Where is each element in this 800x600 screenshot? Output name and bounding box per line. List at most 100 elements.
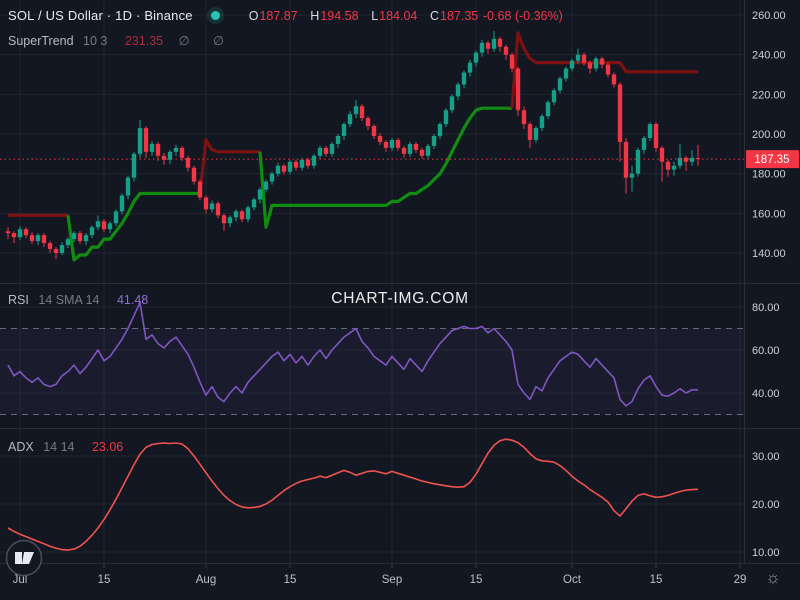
supertrend-legend[interactable]: SuperTrend 10 3 231.35 ∅ ∅: [8, 33, 234, 48]
supertrend-empty-values: ∅ ∅: [178, 34, 234, 48]
candle-body: [197, 181, 203, 198]
candle-body: [401, 147, 407, 154]
candle-body: [89, 227, 95, 236]
value-axis-label: 160.00: [752, 208, 786, 220]
candle-body: [83, 235, 89, 242]
value-axis-label: 10.00: [752, 547, 780, 559]
rsi-params: 14 SMA 14: [38, 293, 100, 307]
time-axis-label: 15: [650, 574, 663, 586]
candle-body: [185, 157, 191, 168]
candle-body: [635, 149, 641, 174]
candle-body: [431, 135, 437, 146]
candle-body: [653, 124, 659, 148]
ohlc-readout: O187.87 H194.58 L184.04 C187.35 -0.68 (-…: [240, 8, 563, 23]
candle-body: [323, 147, 329, 154]
candle-body: [641, 137, 647, 150]
candle-body: [77, 233, 83, 242]
candle-body: [419, 149, 425, 156]
candle-body: [131, 153, 137, 178]
high-value: 194.58: [320, 9, 359, 23]
time-axis-label: Jul: [13, 574, 28, 586]
value-axis-label: 200.00: [752, 129, 786, 141]
supertrend-line-up: [66, 191, 200, 262]
candle-body: [371, 126, 377, 136]
candle-body: [689, 157, 695, 162]
candle-body: [209, 203, 215, 210]
value-axis-label: 220.00: [752, 89, 786, 101]
price-axis[interactable]: [745, 0, 800, 564]
candle-body: [101, 221, 107, 230]
candle-body: [557, 78, 563, 91]
candle-body: [647, 124, 653, 138]
candle-body: [683, 157, 689, 162]
candle-body: [119, 195, 125, 212]
value-axis-label: 40.00: [752, 388, 780, 400]
candle-body: [503, 46, 509, 55]
candle-body: [545, 102, 551, 117]
time-axis[interactable]: [0, 564, 800, 600]
symbol-title[interactable]: SOL / US Dollar · 1D · Binance: [8, 8, 193, 23]
adx-name: ADX: [8, 440, 34, 454]
candle-body: [605, 64, 611, 75]
rsi-line: [7, 301, 698, 407]
candle-body: [5, 231, 11, 234]
time-axis-label: Sep: [382, 574, 402, 586]
price-tag: [746, 150, 799, 169]
tradingview-logo-seven: [22, 552, 34, 564]
candle-body: [191, 167, 197, 182]
time-axis-label: Aug: [196, 574, 216, 586]
rsi-value: 41.48: [116, 293, 149, 307]
candle-body: [341, 124, 347, 136]
adx-line: [7, 438, 699, 551]
candle-body: [407, 143, 413, 154]
value-axis-label: 20.00: [752, 499, 780, 511]
candle-body: [491, 38, 497, 49]
candle-body: [359, 106, 365, 119]
candle-body: [233, 211, 239, 218]
candle-body: [695, 158, 701, 160]
candle-body: [293, 161, 299, 168]
candle-body: [473, 52, 479, 63]
candle-body: [515, 68, 521, 111]
candle-body: [617, 84, 623, 142]
watermark: CHART-IMG.COM: [331, 290, 469, 307]
candle-body: [227, 217, 233, 224]
supertrend-params: 10 3: [83, 34, 108, 48]
candle-body: [125, 177, 131, 196]
tradingview-logo[interactable]: [4, 538, 48, 582]
candle-body: [575, 54, 581, 61]
candle-body: [317, 147, 323, 156]
supertrend-line-down: [510, 31, 698, 109]
candle-body: [395, 139, 401, 148]
candle-body: [551, 90, 557, 103]
value-axis-label: 180.00: [752, 169, 786, 181]
candle-body: [215, 203, 221, 216]
rsi-name: RSI: [8, 293, 29, 307]
close-label: C: [430, 9, 440, 23]
candle-body: [113, 211, 119, 224]
tradingview-logo-bar: [15, 552, 22, 564]
candle-body: [479, 42, 485, 53]
adx-legend[interactable]: ADX 14 14 23.06: [8, 440, 123, 454]
candle-body: [599, 58, 605, 65]
brightness-icon[interactable]: ☼: [765, 568, 781, 587]
candle-body: [107, 223, 113, 230]
candle-body: [299, 159, 305, 168]
candle-body: [581, 54, 587, 63]
candle-body: [245, 207, 251, 220]
candle-body: [587, 62, 593, 69]
rsi-legend[interactable]: RSI 14 SMA 14 41.48: [8, 293, 148, 307]
candle-body: [257, 189, 263, 200]
candle-body: [95, 221, 101, 228]
candle-body: [539, 116, 545, 129]
candle-body: [563, 68, 569, 79]
time-axis-label: 15: [98, 574, 111, 586]
candle-body: [251, 199, 257, 208]
time-axis-label: Oct: [563, 574, 582, 586]
value-axis-label: 80.00: [752, 302, 780, 314]
value-axis-label: 260.00: [752, 10, 786, 22]
candle-body: [353, 106, 359, 115]
candle-body: [629, 173, 635, 178]
candle-body: [221, 215, 227, 224]
